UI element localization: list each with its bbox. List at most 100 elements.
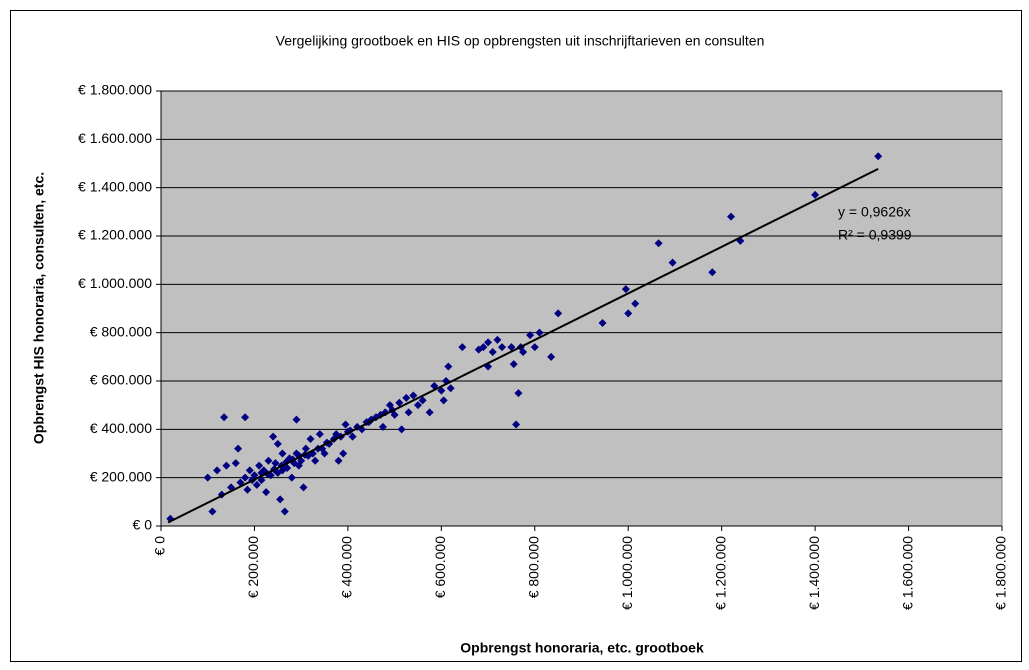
y-tick-label: € 600.000 bbox=[90, 372, 152, 388]
y-tick-label: € 200.000 bbox=[90, 468, 152, 484]
point bbox=[320, 449, 329, 458]
point bbox=[631, 299, 640, 308]
point bbox=[498, 343, 507, 352]
point bbox=[479, 343, 488, 352]
point bbox=[547, 352, 556, 361]
point bbox=[425, 408, 434, 417]
point bbox=[271, 459, 280, 468]
point bbox=[811, 190, 820, 199]
trendline bbox=[167, 168, 879, 524]
point bbox=[306, 435, 315, 443]
x-axis-title: Opbrengst honoraria, etc. grootboek bbox=[460, 640, 704, 656]
point bbox=[278, 449, 287, 458]
point bbox=[339, 449, 348, 458]
y-tick-label: € 400.000 bbox=[90, 420, 152, 436]
point bbox=[484, 338, 493, 347]
point bbox=[311, 456, 320, 465]
point bbox=[458, 343, 467, 352]
point bbox=[526, 331, 535, 340]
point bbox=[220, 413, 229, 422]
point bbox=[509, 360, 518, 369]
point bbox=[255, 461, 264, 470]
point bbox=[341, 420, 350, 429]
y-tick-label: € 1.000.000 bbox=[78, 275, 152, 291]
point bbox=[241, 413, 250, 422]
x-tick-label: € 200.000 bbox=[245, 536, 261, 598]
point bbox=[446, 384, 455, 393]
point bbox=[241, 473, 250, 482]
point bbox=[874, 152, 883, 161]
point bbox=[519, 348, 528, 356]
x-tick-label: € 600.000 bbox=[432, 536, 448, 598]
point bbox=[413, 401, 422, 410]
point bbox=[708, 268, 717, 277]
trendline-equation: y = 0,9626x bbox=[838, 204, 911, 220]
point bbox=[378, 422, 387, 431]
x-tick-label: € 0 bbox=[152, 536, 168, 556]
chart-title: Vergelijking grootboek en HIS op opbreng… bbox=[276, 33, 765, 49]
point bbox=[269, 432, 278, 441]
point bbox=[535, 328, 544, 337]
point bbox=[299, 483, 308, 492]
point bbox=[395, 398, 404, 407]
point bbox=[262, 488, 271, 497]
trendline-r2: R² = 0,9399 bbox=[838, 227, 912, 243]
point bbox=[512, 420, 521, 429]
point bbox=[654, 239, 663, 248]
point bbox=[507, 343, 516, 352]
point bbox=[439, 396, 448, 405]
y-tick-label: € 1.200.000 bbox=[78, 227, 152, 243]
point bbox=[624, 309, 633, 318]
point bbox=[488, 348, 497, 356]
point bbox=[348, 432, 357, 441]
point bbox=[283, 464, 292, 472]
point bbox=[554, 309, 563, 318]
point bbox=[493, 335, 502, 344]
point bbox=[334, 456, 343, 465]
point bbox=[273, 439, 282, 448]
point bbox=[252, 480, 261, 489]
point bbox=[530, 343, 539, 352]
x-tick-label: € 1.800.000 bbox=[993, 536, 1009, 610]
point bbox=[264, 456, 273, 465]
point bbox=[276, 495, 285, 504]
point bbox=[245, 466, 254, 475]
point bbox=[409, 391, 418, 400]
point bbox=[222, 461, 231, 470]
point bbox=[668, 258, 677, 267]
x-tick-label: € 1.400.000 bbox=[806, 536, 822, 610]
y-tick-label: € 1.800.000 bbox=[78, 82, 152, 98]
point bbox=[418, 396, 427, 405]
point bbox=[390, 410, 399, 419]
x-tick-label: € 1.200.000 bbox=[712, 536, 728, 610]
point bbox=[203, 473, 212, 482]
point bbox=[234, 444, 243, 453]
x-tick-label: € 400.000 bbox=[339, 536, 355, 598]
x-tick-label: € 800.000 bbox=[525, 536, 541, 598]
y-tick-label: € 0 bbox=[133, 517, 153, 533]
point bbox=[231, 459, 240, 468]
point bbox=[243, 485, 252, 494]
point bbox=[402, 393, 411, 402]
y-tick-label: € 1.400.000 bbox=[78, 178, 152, 194]
y-tick-label: € 1.600.000 bbox=[78, 130, 152, 146]
point bbox=[444, 362, 453, 371]
point bbox=[287, 473, 296, 482]
x-tick-label: € 1.600.000 bbox=[899, 536, 915, 610]
point bbox=[213, 466, 222, 475]
x-tick-label: € 1.000.000 bbox=[619, 536, 635, 610]
point bbox=[598, 319, 607, 327]
point bbox=[621, 285, 630, 294]
point bbox=[280, 507, 289, 516]
point bbox=[301, 444, 310, 453]
point bbox=[514, 389, 523, 398]
point bbox=[437, 386, 446, 395]
point bbox=[727, 212, 736, 221]
point bbox=[397, 425, 406, 434]
y-axis-title: Opbrengst HIS honoraria, consulten, etc. bbox=[31, 172, 47, 444]
point bbox=[292, 415, 301, 424]
plot-area bbox=[160, 90, 1003, 527]
y-tick-label: € 800.000 bbox=[90, 323, 152, 339]
point bbox=[404, 408, 413, 417]
